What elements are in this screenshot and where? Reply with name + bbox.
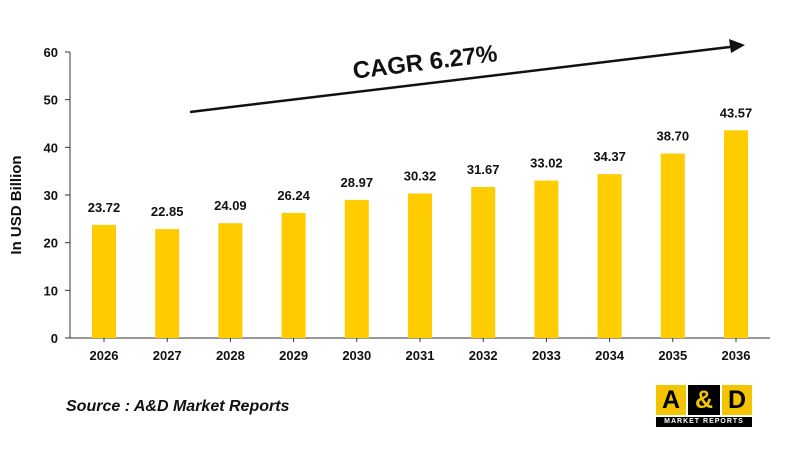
bar-2030 — [344, 199, 369, 338]
x-tick-label: 2032 — [469, 348, 498, 363]
x-tick-label: 2033 — [532, 348, 561, 363]
bar-2026 — [92, 224, 116, 338]
bar-2028 — [218, 223, 243, 338]
data-label: 34.37 — [593, 149, 626, 164]
y-tick-label: 20 — [44, 236, 58, 251]
bar-2034 — [597, 174, 622, 338]
data-labels: 23.72 22.85 24.09 26.24 28.97 30.32 31.67 33.02… — [88, 105, 753, 219]
bar-2033 — [534, 180, 559, 338]
cagr-arrow — [189, 39, 745, 114]
x-tick-label: 2029 — [279, 348, 308, 363]
x-tick-label: 2036 — [722, 348, 751, 363]
logo-subtitle: MARKET REPORTS — [656, 417, 752, 427]
y-tick-label: 60 — [44, 45, 58, 60]
bars — [92, 130, 748, 338]
data-label: 28.97 — [341, 175, 374, 190]
x-tick-label: 2027 — [153, 348, 182, 363]
data-label: 23.72 — [88, 200, 121, 215]
logo-letter-a: A — [656, 385, 686, 415]
y-tick-label: 50 — [44, 93, 58, 108]
company-logo: A & D MARKET REPORTS — [656, 385, 752, 427]
x-tick-label: 2026 — [90, 348, 119, 363]
data-label: 43.57 — [720, 105, 753, 120]
bar-2031 — [408, 193, 432, 338]
source-caption: Source : A&D Market Reports — [66, 398, 290, 415]
x-tick-label: 2031 — [406, 348, 435, 363]
data-label: 22.85 — [151, 204, 184, 219]
logo-letter-d: D — [722, 385, 752, 415]
x-axis: 2026 2027 2028 2029 2030 2031 2032 2033 2034 2035… — [70, 337, 770, 363]
x-tick-label: 2028 — [216, 348, 245, 363]
x-tick-label: 2035 — [658, 348, 687, 363]
y-tick-label: 30 — [44, 188, 58, 203]
logo-ampersand: & — [688, 385, 720, 415]
x-tick-label: 2030 — [342, 348, 371, 363]
y-tick-label: 40 — [44, 140, 58, 155]
y-tick-label: 0 — [51, 331, 58, 346]
x-tick-label: 2034 — [595, 348, 625, 363]
data-label: 26.24 — [277, 188, 310, 203]
data-label: 24.09 — [214, 198, 247, 213]
bar-2035 — [660, 153, 685, 338]
data-label: 38.70 — [657, 129, 690, 144]
bar-2032 — [471, 187, 496, 338]
y-tick-label: 10 — [44, 283, 58, 298]
bar-2036 — [724, 130, 748, 338]
data-label: 33.02 — [530, 156, 563, 171]
bar-2027 — [155, 229, 180, 338]
data-label: 31.67 — [467, 162, 500, 177]
y-axis: 0 10 20 30 40 50 60 — [44, 45, 71, 346]
data-label: 30.32 — [404, 168, 437, 183]
bar-2029 — [281, 212, 306, 338]
y-axis-label: In USD Billion — [8, 155, 25, 254]
